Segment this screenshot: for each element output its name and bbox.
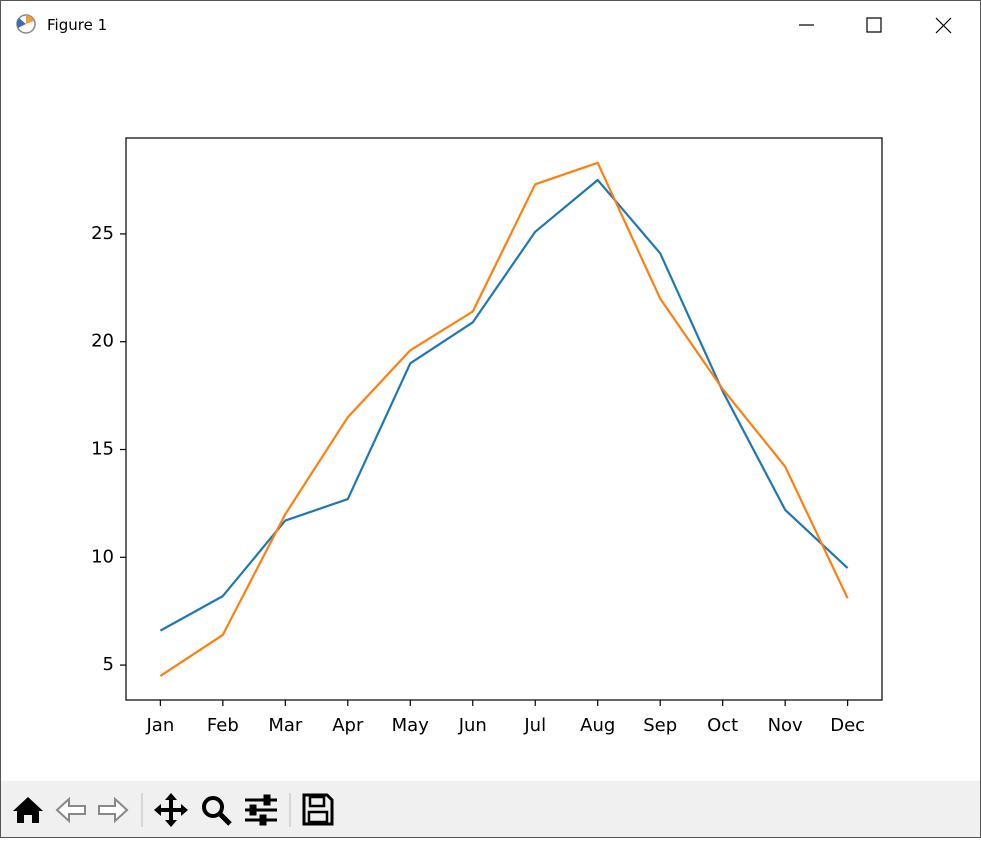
x-tick-label: Mar bbox=[268, 715, 303, 736]
x-tick-label: May bbox=[392, 715, 430, 736]
x-tick-label: Dec bbox=[830, 715, 865, 736]
y-tick-label: 10 bbox=[91, 546, 114, 567]
save-button[interactable] bbox=[302, 793, 334, 826]
x-tick-label: Nov bbox=[768, 715, 803, 736]
x-tick-label: Aug bbox=[580, 715, 615, 736]
x-tick-label: Sep bbox=[643, 715, 677, 736]
x-tick-label: Jun bbox=[458, 715, 487, 736]
zoom-button[interactable] bbox=[202, 796, 232, 826]
configure-button[interactable] bbox=[245, 794, 277, 826]
maximize-button[interactable] bbox=[866, 17, 882, 33]
pan-button[interactable] bbox=[154, 793, 188, 827]
y-tick-label: 20 bbox=[91, 331, 114, 352]
y-tick-label: 5 bbox=[103, 654, 114, 675]
y-tick-label: 15 bbox=[91, 439, 114, 460]
x-tick-label: Oct bbox=[707, 715, 738, 736]
x-tick-label: Jul bbox=[523, 715, 546, 736]
back-button[interactable] bbox=[55, 796, 86, 824]
x-tick-label: Jan bbox=[145, 715, 174, 736]
close-button[interactable] bbox=[935, 17, 952, 34]
forward-button[interactable] bbox=[98, 796, 129, 824]
app-icon bbox=[16, 14, 36, 34]
x-tick-label: Apr bbox=[332, 715, 364, 736]
title-bar: Figure 1 bbox=[1, 1, 980, 49]
figure: 5 10 15 20 25 Jan Feb Mar Apr May Jun Jul Aug Sep Oct N… bbox=[91, 137, 883, 736]
window-controls bbox=[799, 17, 952, 34]
x-tick-label: Feb bbox=[207, 715, 239, 736]
axes-frame bbox=[125, 137, 883, 701]
y-tick-label: 25 bbox=[91, 223, 114, 244]
window-title: Figure 1 bbox=[47, 16, 108, 34]
home-button[interactable] bbox=[13, 797, 43, 823]
data-line bbox=[159, 161, 849, 677]
toolbar bbox=[1, 781, 980, 837]
toolbar-icons bbox=[13, 793, 334, 827]
